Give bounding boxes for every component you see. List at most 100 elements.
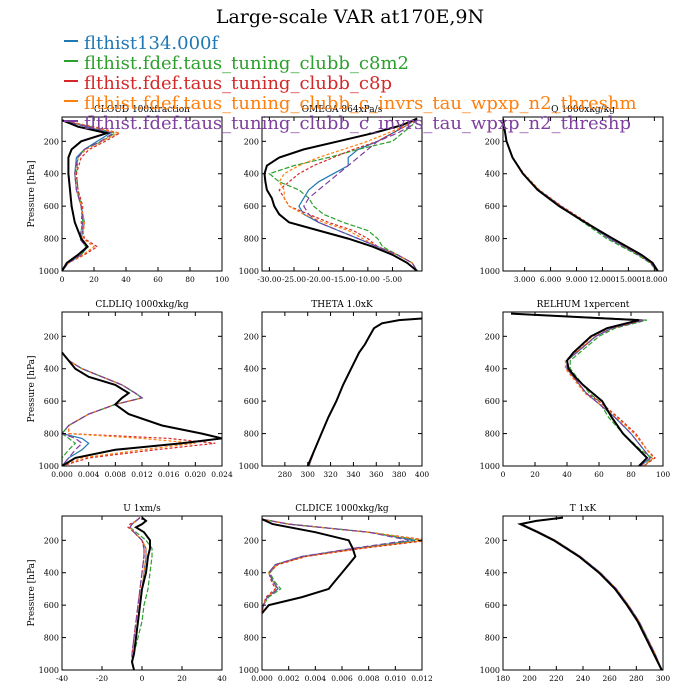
y-tick-label: 1000 [39,666,59,675]
series-line-5 [62,352,144,466]
x-tick-label: -20.00 [307,275,331,284]
y-tick-label: 1000 [239,666,259,675]
x-tick-label: 0.012 [411,674,433,683]
y-tick-label: 800 [244,235,259,244]
series-group [306,317,422,466]
x-tick-label: 0.000 [51,470,73,479]
legend-swatch [64,60,78,62]
series-group [510,312,656,466]
y-tick-label: 600 [244,397,259,406]
y-tick-label: 200 [44,332,59,341]
x-tick-label: 0.024 [211,470,233,479]
y-tick-label: 200 [485,332,500,341]
legend-swatch [64,40,78,42]
y-tick-label: 600 [44,202,59,211]
series-group [62,119,122,271]
x-tick-label: -25.00 [282,275,306,284]
reference-line [306,317,422,466]
series-line-2 [308,317,422,466]
y-tick-label: 600 [44,397,59,406]
x-tick-label: 0.020 [185,470,207,479]
y-axis-label: Pressure [hPa] [27,355,37,422]
y-axis-label: Pressure [hPa] [27,160,37,227]
y-tick-label: 400 [244,569,259,578]
x-tick-label: 12.000 [589,275,615,284]
x-tick-label: 40 [562,470,572,479]
series-line-3 [519,517,663,670]
series-group [517,516,663,670]
y-tick-label: 800 [485,235,500,244]
x-tick-label: 0.000 [251,674,273,683]
series-line-3 [278,118,418,271]
y-tick-label: 200 [44,137,59,146]
series-line-1 [308,317,422,466]
x-tick-label: 200 [523,674,538,683]
y-tick-label: 1000 [480,462,500,471]
legend-label: flthist.fdef.taus_tuning_clubb_c_invrs_t… [84,93,637,114]
y-tick-label: 400 [44,365,59,374]
y-tick-label: 200 [244,332,259,341]
y-tick-label: 400 [485,365,500,374]
panel-2: 200 400 600 800 1000-30.00 -25.00 -20.00 -15.00… [239,105,423,284]
plot-frame [61,311,223,467]
reference-line [262,518,357,614]
x-tick-label: 9.000 [566,275,588,284]
panel-7: 200 400 600 800 1000-40 -20 0 20 40 U 1xm/s Pressu… [27,504,227,683]
legend-swatch [64,100,78,102]
series-group [127,516,153,670]
x-tick-label: 0 [60,275,65,284]
y-tick-label: 400 [44,170,59,179]
series-group [503,118,659,271]
x-tick-label: 0.006 [331,674,353,683]
x-tick-label: 0.012 [131,470,153,479]
x-tick-label: 60 [594,470,604,479]
x-tick-label: 0.004 [78,470,100,479]
x-tick-label: 240 [576,674,591,683]
y-tick-label: 800 [485,430,500,439]
x-tick-label: -15.00 [331,275,355,284]
y-tick-label: 200 [44,536,59,545]
y-axis-label: Pressure [hPa] [27,559,37,626]
series-line-5 [519,517,663,670]
legend-item: flthist.fdef.taus_tuning_clubb_c_invrs_t… [64,114,637,134]
series-line-4 [503,118,658,271]
legend-swatch [64,120,78,122]
y-tick-label: 400 [244,170,259,179]
x-tick-label: 0 [501,470,506,479]
series-line-4 [308,317,422,466]
plot-frame [61,116,223,272]
x-tick-label: 260 [603,674,618,683]
x-tick-label: 0.008 [358,674,380,683]
x-tick-label: 0 [140,674,145,683]
reference-line [130,516,151,670]
y-tick-label: 800 [485,634,500,643]
y-tick-label: 600 [244,601,259,610]
series-line-4 [278,118,418,271]
y-tick-label: 1000 [239,462,259,471]
x-tick-label: 300 [301,470,316,479]
series-line-1 [298,118,418,271]
series-line-5 [62,119,115,271]
legend-label: flthist.fdef.taus_tuning_clubb_c8m2 [84,53,409,74]
x-tick-label: 300 [656,674,671,683]
legend-item: flthist134.000f [64,34,637,54]
panel-3: 200 400 600 800 1000 3.000 6.000 9.000 12.000 15.… [480,105,668,284]
series-group [62,351,222,466]
x-tick-label: 20 [177,674,187,683]
y-tick-label: 400 [485,569,500,578]
series-line-1 [503,118,658,271]
y-tick-label: 600 [485,601,500,610]
y-tick-label: 1000 [239,267,259,276]
series-line-1 [510,313,652,466]
y-tick-label: 800 [44,634,59,643]
panel-title: OMEGA 864xPa/s [302,105,383,115]
y-tick-label: 600 [485,202,500,211]
panel-5: 200 400 600 800 1000 280 300 320 340 360 380 400 THE… [239,300,430,479]
x-tick-label: 40 [121,275,131,284]
panel-title: CLDICE 1000xkg/kg [295,504,389,514]
y-tick-label: 1000 [480,267,500,276]
series-line-1 [519,517,663,670]
